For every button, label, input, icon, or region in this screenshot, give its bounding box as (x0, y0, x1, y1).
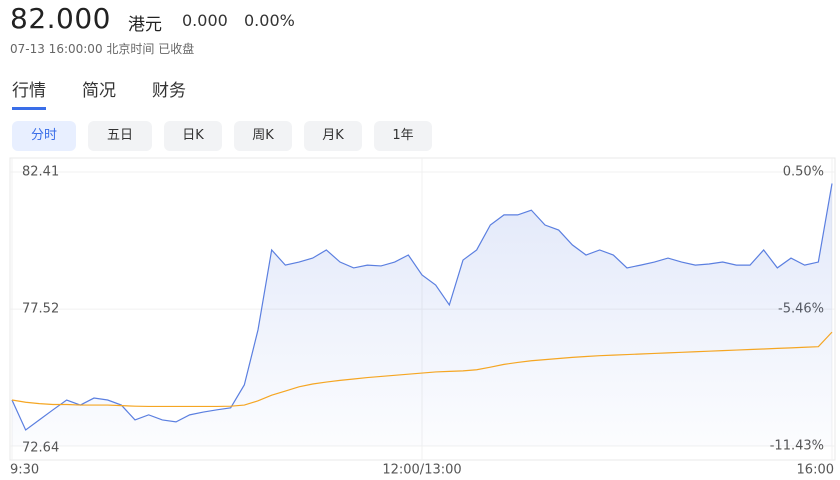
period-buttons: 分时 五日 日K 周K 月K 1年 (12, 121, 432, 151)
x-tick-label: 12:00/13:00 (382, 463, 461, 478)
period-button[interactable]: 日K (164, 121, 222, 151)
y2-tick-label: 0.50% (783, 165, 824, 180)
tab[interactable]: 行情 (12, 76, 46, 110)
price-line (11, 331, 833, 408)
price: 82.000 (10, 2, 111, 35)
y-tick-label: 77.52 (22, 302, 59, 317)
period-button[interactable]: 1年 (374, 121, 432, 151)
area-fill (12, 183, 832, 446)
currency: 港元 (128, 15, 162, 35)
period-button[interactable]: 分时 (12, 121, 76, 151)
period-button[interactable]: 五日 (88, 121, 152, 151)
change-pct: 0.00% (244, 11, 295, 30)
change: 0.000 (182, 11, 228, 30)
quote-time: 07-13 16:00:00 北京时间 已收盘 (10, 42, 195, 56)
price-line (11, 183, 833, 431)
tab[interactable]: 简况 (82, 81, 116, 101)
period-button[interactable]: 周K (234, 121, 292, 151)
period-button[interactable]: 月K (304, 121, 362, 151)
y-tick-label: 82.41 (22, 165, 59, 180)
x-tick-label: 16:00 (797, 463, 834, 478)
tab[interactable]: 财务 (152, 81, 186, 101)
tabs: 行情 简况 财务 (12, 76, 186, 110)
x-tick-label: 9:30 (10, 463, 39, 478)
